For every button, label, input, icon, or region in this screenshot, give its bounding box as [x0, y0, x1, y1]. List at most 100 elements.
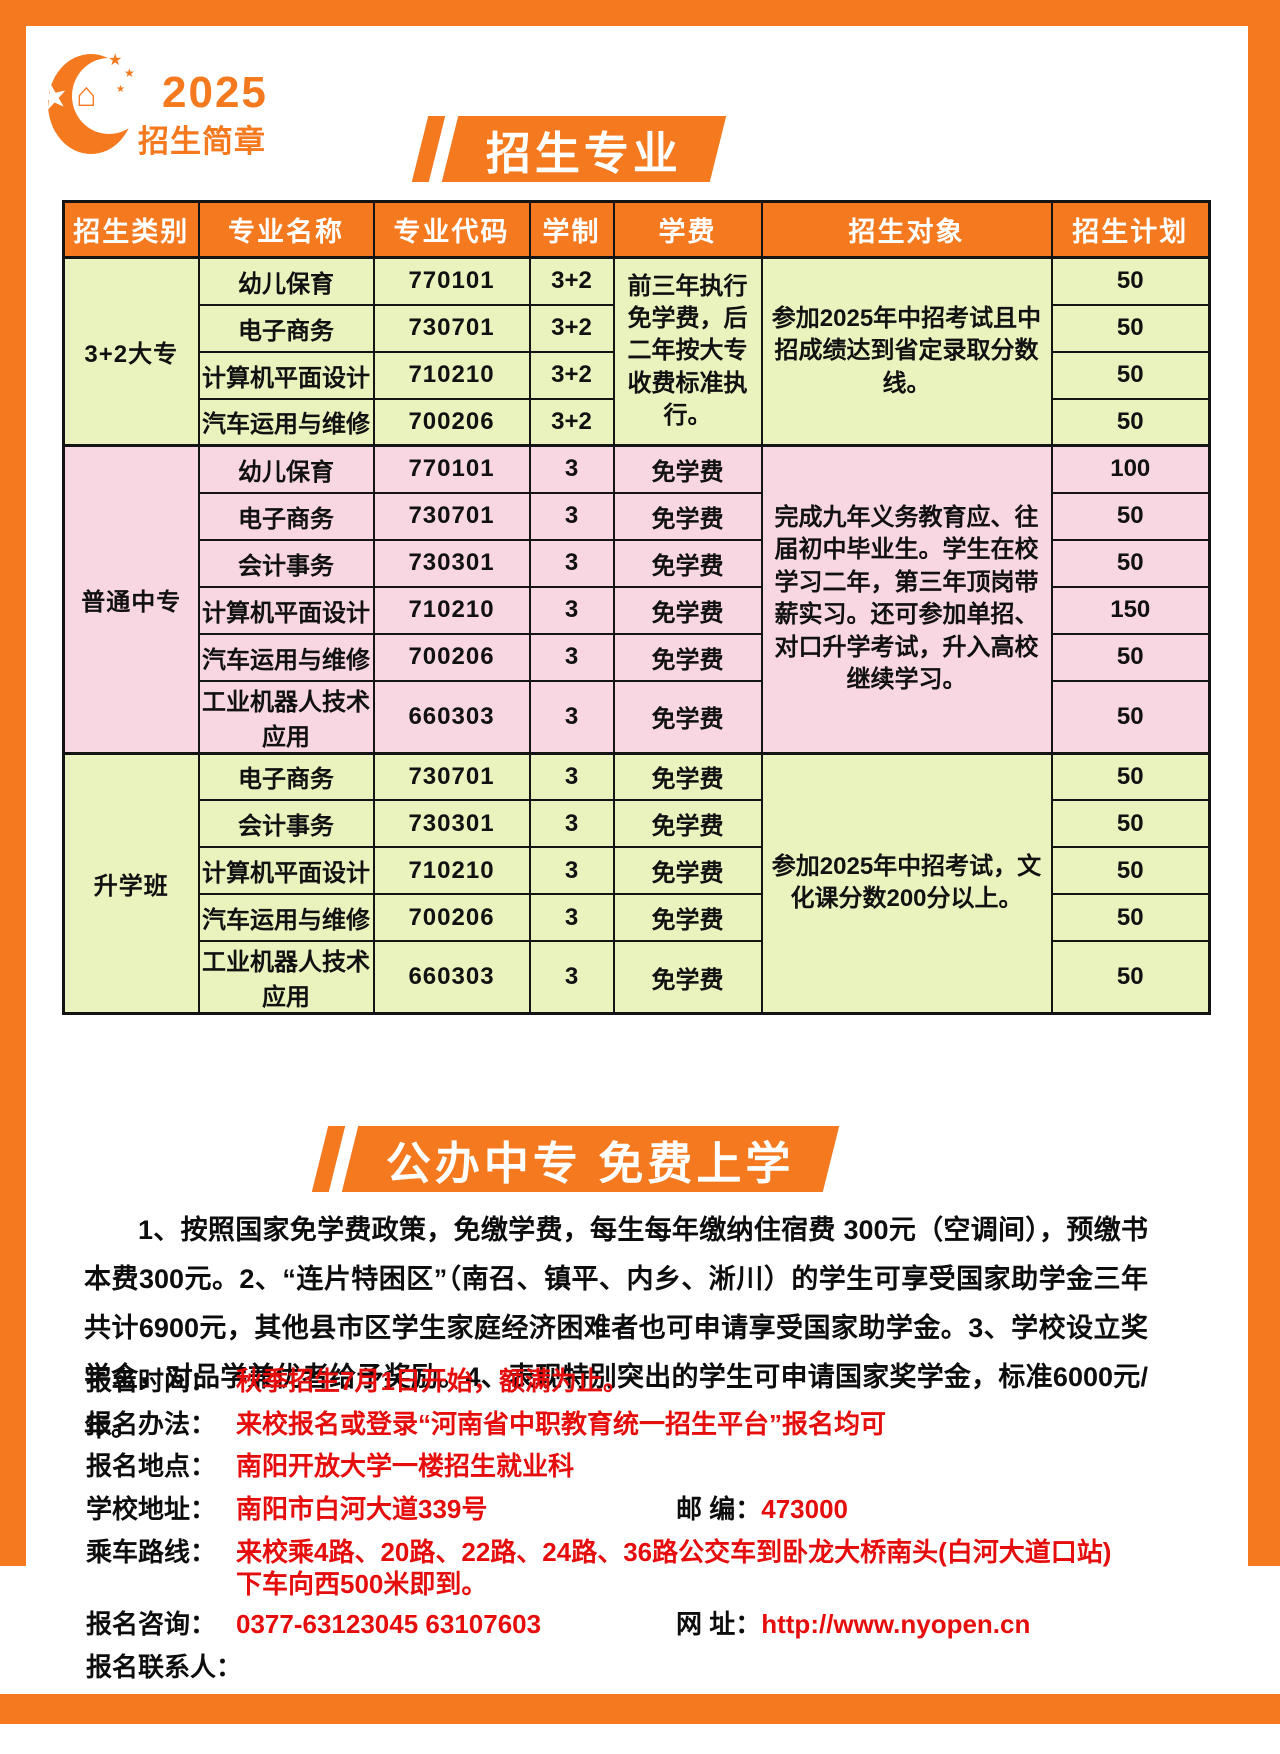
duration-cell: 3+2: [528, 256, 615, 306]
duration-cell: 3: [528, 679, 615, 754]
contact-row-place: 报名地点： 南阳开放大学一楼招生就业科: [86, 1451, 1166, 1483]
column-header: 招生类别: [62, 200, 200, 259]
duration-cell: 3+2: [528, 303, 615, 353]
code-cell: 710210: [372, 585, 531, 635]
banner-slash-decoration: [311, 1126, 346, 1192]
bus-route-label: 乘车路线：: [86, 1536, 217, 1567]
logo-title: 招生简章: [138, 124, 266, 159]
table-row: 计算机平面设计 710210 3 免学费 150: [64, 585, 1211, 635]
plan-cell: 50: [1050, 632, 1211, 682]
left-border: [0, 0, 26, 1566]
plan-cell: 50: [1050, 799, 1211, 848]
method-label: 报名办法：: [86, 1408, 217, 1439]
column-header: 学制: [528, 200, 615, 259]
target-cell: 参加2025年中招考试，文化课分数200分以上。: [760, 751, 1053, 1015]
enrollment-table-wrap: 招生类别 专业名称 专业代码 学制 学费 招生对象 招生计划 3+2大专 幼儿保育 770101…: [62, 200, 1211, 1015]
contact-row-method: 报名办法： 来校报名或登录“河南省中职教育统一招生平台”报名均可: [86, 1409, 1166, 1441]
column-header: 学费: [612, 200, 763, 259]
duration-cell: 3: [528, 585, 615, 635]
fee-cell: 免学费: [612, 491, 763, 541]
time-value: 秋季招生7月1日开始，额满为止。: [236, 1366, 629, 1396]
enrollment-table: 招生类别 专业名称 专业代码 学制 学费 招生对象 招生计划 3+2大专 幼儿保育 770101…: [62, 200, 1211, 1015]
code-cell: 660303: [372, 679, 531, 754]
bottom-orange-bar: [0, 1694, 1280, 1724]
code-cell: 730701: [372, 751, 531, 801]
table-row: 计算机平面设计 710210 3+2 50: [64, 350, 1211, 400]
time-label: 报名时间：: [86, 1366, 217, 1396]
duration-cell: 3: [528, 940, 615, 1015]
code-cell: 770101: [372, 444, 531, 494]
phone-label: 报名咨询：: [86, 1609, 217, 1640]
zip-label: 邮 编：: [676, 1494, 762, 1525]
place-value: 南阳开放大学一楼招生就业科: [236, 1451, 575, 1482]
website-label: 网 址：: [676, 1609, 762, 1640]
code-cell: 700206: [372, 893, 531, 942]
section-banner-majors: 招生专业: [411, 116, 727, 182]
code-cell: 700206: [372, 397, 531, 447]
plan-cell: 50: [1050, 679, 1211, 754]
duration-cell: 3: [528, 444, 615, 494]
category-cell: 升学班: [62, 751, 200, 1015]
code-cell: 660303: [372, 940, 531, 1015]
contact-row-person: 报名联系人：: [86, 1652, 1166, 1684]
school-logo: ⌂ ★ ★ ★ ★ 2025 招生简章: [37, 50, 376, 170]
major-cell: 计算机平面设计: [197, 350, 375, 400]
contact-row-bus: 乘车路线： 来校乘4路、20路、22路、24路、36路公交车到卧龙大桥南头(白河…: [86, 1537, 1166, 1600]
table-row: 计算机平面设计 710210 3 免学费 50: [64, 846, 1211, 895]
fee-cell: 免学费: [612, 940, 763, 1015]
fee-cell: 免学费: [612, 893, 763, 942]
duration-cell: 3: [528, 846, 615, 895]
plan-cell: 50: [1050, 491, 1211, 541]
table-row: 电子商务 730701 3+2 50: [64, 303, 1211, 353]
major-cell: 幼儿保育: [197, 256, 375, 306]
plan-cell: 50: [1050, 350, 1211, 400]
table-row: 汽车运用与维修 700206 3 免学费 50: [64, 632, 1211, 682]
plan-cell: 100: [1050, 444, 1211, 494]
fee-cell: 免学费: [612, 632, 763, 682]
column-header: 招生计划: [1050, 200, 1211, 259]
house-icon: ⌂: [76, 76, 97, 114]
method-value: 来校报名或登录“河南省中职教育统一招生平台”报名均可: [236, 1408, 887, 1439]
target-cell: 参加2025年中招考试且中招成绩达到省定录取分数线。: [760, 256, 1053, 447]
star-icon: ★: [108, 52, 123, 69]
duration-cell: 3: [528, 751, 615, 801]
phone-value: 0377-63123045 63107603: [236, 1609, 542, 1640]
major-cell: 计算机平面设计: [197, 585, 375, 635]
website-link[interactable]: http://www.nyopen.cn: [761, 1609, 1031, 1640]
code-cell: 710210: [372, 846, 531, 895]
table-row: 普通中专 幼儿保育 770101 3 免学费 完成九年义务教育应、往届初中毕业生。学生在校…: [62, 444, 1211, 754]
code-cell: 730301: [372, 538, 531, 588]
plan-cell: 50: [1050, 846, 1211, 895]
top-border: [0, 0, 1280, 26]
code-cell: 730301: [372, 799, 531, 848]
table-row: 3+2大专 幼儿保育 770101 3+2 前三年执行免学费，后二年按大专收费标准执行。…: [62, 256, 1211, 447]
duration-cell: 3: [528, 632, 615, 682]
table-row: 工业机器人技术应用 660303 3 免学费 50: [64, 679, 1211, 754]
contact-person-label: 报名联系人：: [86, 1652, 243, 1683]
major-cell: 工业机器人技术应用: [197, 679, 375, 754]
section-title-free: 公办中专 免费上学: [386, 1137, 795, 1189]
major-cell: 幼儿保育: [197, 444, 375, 494]
major-cell: 会计事务: [197, 538, 375, 588]
fee-cell: 免学费: [612, 846, 763, 895]
table-row: 汽车运用与维修 700206 3 免学费 50: [64, 893, 1211, 942]
fee-cell: 免学费: [612, 585, 763, 635]
table-row: 汽车运用与维修 700206 3+2 50: [64, 397, 1211, 447]
plan-cell: 50: [1050, 893, 1211, 942]
plan-cell: 50: [1050, 256, 1211, 306]
code-cell: 770101: [372, 256, 531, 306]
major-cell: 电子商务: [197, 751, 375, 801]
table-row: 电子商务 730701 3 免学费 50: [64, 491, 1211, 541]
plan-cell: 150: [1050, 585, 1211, 635]
crescent-moon-icon: ⌂ ★ ★ ★ ★: [37, 52, 146, 154]
major-cell: 电子商务: [197, 303, 375, 353]
fee-cell: 免学费: [612, 751, 763, 801]
column-header: 招生对象: [760, 200, 1053, 259]
plan-cell: 50: [1050, 397, 1211, 447]
major-cell: 电子商务: [197, 491, 375, 541]
plan-cell: 50: [1050, 538, 1211, 588]
duration-cell: 3: [528, 538, 615, 588]
section-title-majors: 招生专业: [486, 127, 683, 179]
major-cell: 汽车运用与维修: [197, 397, 375, 447]
